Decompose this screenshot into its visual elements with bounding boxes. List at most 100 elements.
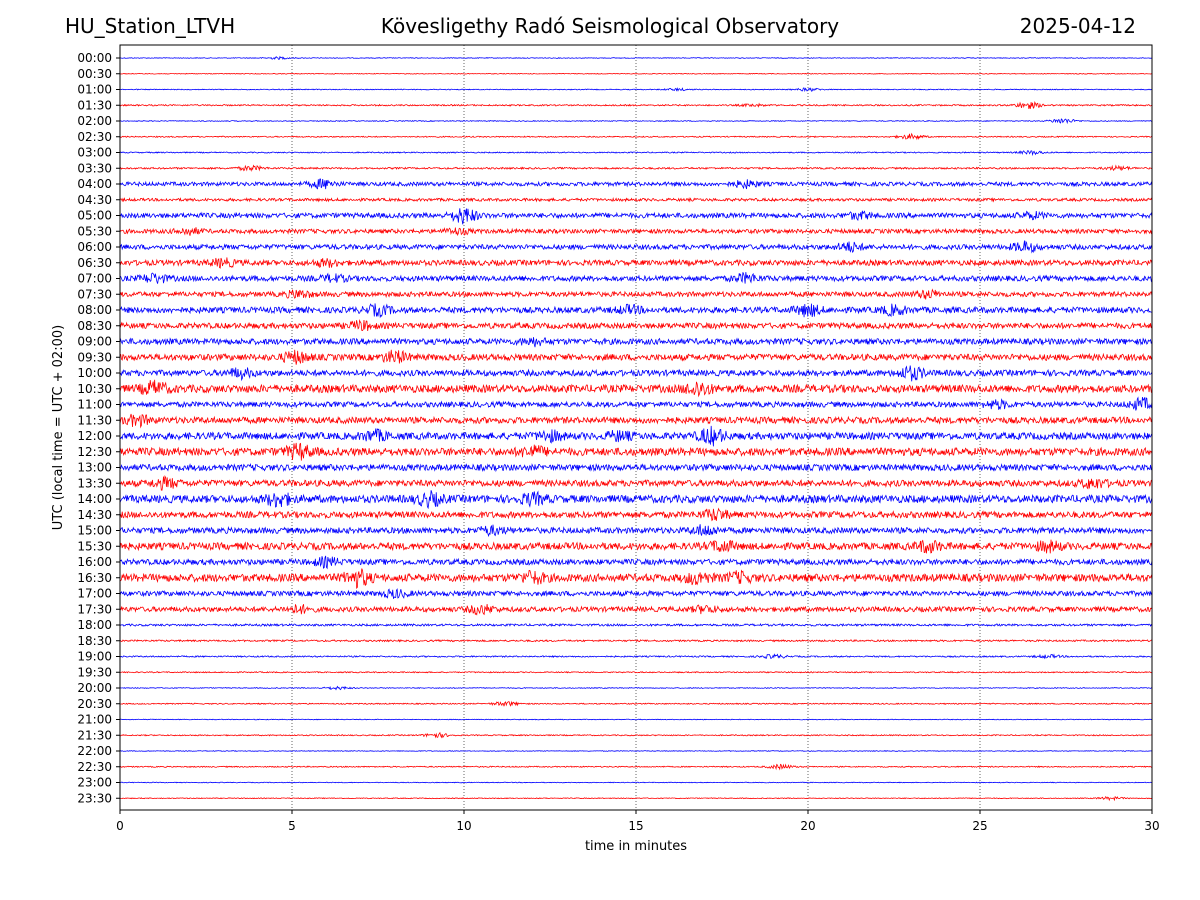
trace-0500 xyxy=(119,208,1153,225)
trace-0200 xyxy=(119,118,1153,125)
y-tick-label: 19:00 xyxy=(77,650,112,664)
trace-2300 xyxy=(119,781,1153,784)
trace-0100 xyxy=(119,87,1153,93)
y-tick-label: 10:30 xyxy=(77,382,112,396)
trace-0930 xyxy=(119,349,1153,365)
y-tick-label: 18:30 xyxy=(77,634,112,648)
trace-1130 xyxy=(119,413,1153,429)
x-tick-label: 25 xyxy=(972,819,987,833)
trace-1200 xyxy=(119,425,1153,447)
y-tick-label: 06:30 xyxy=(77,256,112,270)
y-tick-label: 15:00 xyxy=(77,524,112,538)
y-tick-label: 03:00 xyxy=(77,146,112,160)
trace-1230 xyxy=(119,442,1153,461)
y-tick-label: 09:30 xyxy=(77,350,112,364)
y-tick-label: 00:00 xyxy=(77,51,112,65)
y-tick-label: 05:00 xyxy=(77,209,112,223)
y-tick-label: 14:00 xyxy=(77,492,112,506)
y-tick-label: 08:00 xyxy=(77,303,112,317)
y-axis-label: UTC (local time = UTC + 02:00) xyxy=(51,325,66,530)
y-tick-label: 23:30 xyxy=(77,791,112,805)
trace-0530 xyxy=(119,227,1153,237)
y-tick-label: 17:00 xyxy=(77,587,112,601)
y-tick-label: 05:30 xyxy=(77,224,112,238)
trace-1030 xyxy=(119,379,1153,398)
trace-1300 xyxy=(119,463,1153,473)
trace-0130 xyxy=(119,100,1153,110)
trace-1330 xyxy=(119,475,1153,491)
y-tick-label: 23:00 xyxy=(77,776,112,790)
y-tick-label: 16:00 xyxy=(77,555,112,569)
trace-2030 xyxy=(119,700,1153,707)
x-tick-label: 20 xyxy=(800,819,815,833)
station-name: HU_Station_LTVH xyxy=(65,14,236,38)
trace-0800 xyxy=(119,303,1153,319)
trace-2230 xyxy=(119,763,1153,771)
trace-1800 xyxy=(119,622,1153,628)
trace-2000 xyxy=(119,685,1153,691)
x-tick-label: 10 xyxy=(456,819,471,833)
y-tick-label: 20:00 xyxy=(77,681,112,695)
y-tick-label: 22:00 xyxy=(77,744,112,758)
y-tick-label: 17:30 xyxy=(77,602,112,616)
trace-1000 xyxy=(119,365,1153,382)
y-tick-label: 16:30 xyxy=(77,571,112,585)
y-tick-label: 01:30 xyxy=(77,98,112,112)
y-tick-label: 21:00 xyxy=(77,713,112,727)
trace-1930 xyxy=(119,671,1153,674)
x-tick-label: 15 xyxy=(628,819,643,833)
y-tick-label: 00:30 xyxy=(77,67,112,81)
trace-0300 xyxy=(119,150,1153,157)
seismic-traces xyxy=(119,55,1153,802)
trace-0700 xyxy=(119,272,1153,284)
trace-0430 xyxy=(119,196,1153,203)
trace-1900 xyxy=(119,653,1153,660)
y-tick-label: 08:30 xyxy=(77,319,112,333)
trace-0600 xyxy=(119,240,1153,254)
y-tick-label: 18:00 xyxy=(77,618,112,632)
trace-0630 xyxy=(119,257,1153,269)
trace-0230 xyxy=(119,132,1153,141)
trace-1400 xyxy=(119,490,1153,510)
y-tick-label: 13:30 xyxy=(77,476,112,490)
chart-title: Kövesligethy Radó Seismological Observat… xyxy=(380,14,840,38)
y-tick-label: 12:30 xyxy=(77,445,112,459)
x-tick-label: 0 xyxy=(116,819,124,833)
trace-2330 xyxy=(119,796,1153,802)
trace-0030 xyxy=(119,72,1153,75)
x-tick-label: 30 xyxy=(1144,819,1159,833)
y-tick-label: 01:00 xyxy=(77,83,112,97)
trace-1700 xyxy=(119,588,1153,599)
trace-0330 xyxy=(119,164,1153,172)
trace-1730 xyxy=(119,603,1153,616)
y-tick-label: 07:00 xyxy=(77,272,112,286)
trace-1100 xyxy=(119,396,1153,411)
trace-0730 xyxy=(119,288,1153,300)
y-tick-label: 13:00 xyxy=(77,461,112,475)
trace-1830 xyxy=(119,639,1153,643)
trace-2130 xyxy=(119,731,1153,739)
y-tick-label: 12:00 xyxy=(77,429,112,443)
trace-0830 xyxy=(119,318,1153,332)
x-tick-label: 5 xyxy=(288,819,296,833)
trace-2100 xyxy=(119,718,1153,721)
trace-0900 xyxy=(119,337,1153,348)
y-tick-label: 11:30 xyxy=(77,413,112,427)
y-tick-label: 09:00 xyxy=(77,335,112,349)
y-tick-label: 15:30 xyxy=(77,539,112,553)
y-tick-label: 11:00 xyxy=(77,398,112,412)
trace-2200 xyxy=(119,750,1153,752)
trace-1530 xyxy=(119,539,1153,554)
trace-1500 xyxy=(119,524,1153,538)
x-axis-label: time in minutes xyxy=(585,839,687,854)
y-tick-label: 20:30 xyxy=(77,697,112,711)
y-tick-label: 21:30 xyxy=(77,728,112,742)
y-tick-label: 06:00 xyxy=(77,240,112,254)
trace-0400 xyxy=(119,178,1153,190)
x-axis-ticks: 0 5 10 15 20 25 30 xyxy=(116,810,1160,833)
y-tick-label: 07:30 xyxy=(77,287,112,301)
trace-1600 xyxy=(119,555,1153,570)
trace-1430 xyxy=(119,507,1153,522)
